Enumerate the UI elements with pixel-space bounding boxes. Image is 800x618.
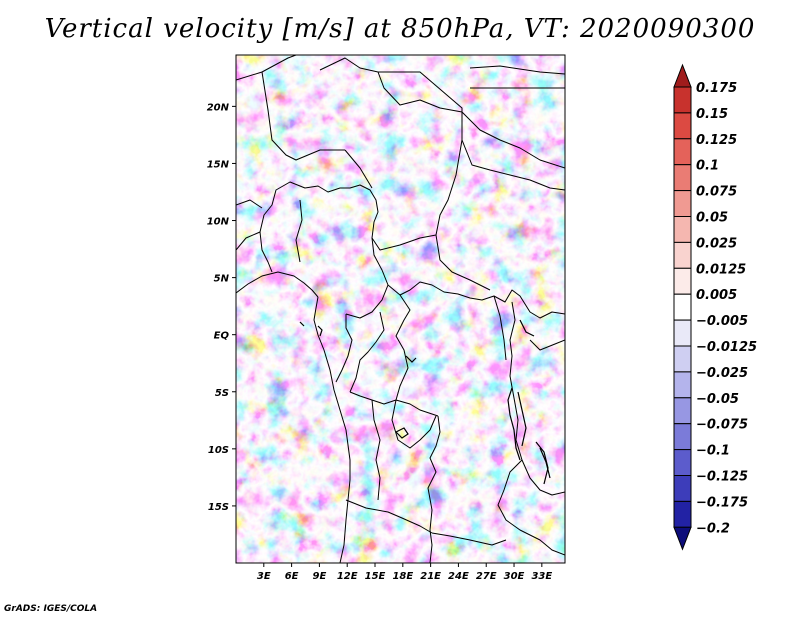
colorbar-label: 0.005 — [696, 288, 737, 303]
colorbar-cap-top — [673, 63, 692, 88]
colorbar-swatch — [673, 216, 692, 243]
chart-title: Vertical velocity [m/s] at 850hPa, VT: 2… — [44, 14, 756, 44]
lat-tick-label: 10S — [208, 445, 229, 456]
colorbar-swatch — [673, 423, 692, 451]
lon-tick-label: 3E — [257, 571, 271, 582]
colorbar-cap-bottom — [673, 526, 692, 551]
lat-tick-label: 15S — [208, 502, 229, 513]
lon-axis: 3E 6E 9E 12E 15E 18E 21E 24E 27E 30E 33E — [257, 563, 552, 582]
colorbar-swatch — [673, 112, 692, 140]
lon-tick-label: 30E — [504, 571, 525, 582]
colorbar-label: 0.175 — [696, 81, 737, 96]
colorbar-swatch — [673, 371, 692, 399]
colorbar-label: 0.075 — [696, 185, 737, 200]
colorbar-label: −0.0125 — [696, 340, 757, 355]
colorbar-swatch — [673, 138, 692, 166]
country-borders — [236, 55, 565, 563]
colorbar-swatch — [673, 164, 692, 192]
lat-tick-label: 5N — [214, 274, 230, 285]
colorbar-swatch — [673, 345, 692, 373]
lon-tick-label: 21E — [420, 571, 441, 582]
colorbar-label: 0.1 — [696, 159, 719, 174]
lat-tick-label: 15N — [207, 159, 230, 170]
colorbar-swatch — [673, 397, 692, 425]
colorbar-label: −0.05 — [696, 392, 739, 407]
colorbar-label: 0.0125 — [696, 262, 746, 277]
lon-tick-label: 12E — [337, 571, 358, 582]
lon-tick-label: 9E — [313, 571, 327, 582]
colorbar-label: 0.15 — [696, 107, 728, 122]
lakes-and-coast-detail — [299, 319, 551, 485]
lon-tick-label: 27E — [476, 571, 497, 582]
lon-tick-label: 24E — [448, 571, 469, 582]
lat-tick-label: 20N — [207, 102, 230, 113]
map-frame — [235, 54, 566, 564]
lon-tick-label: 6E — [285, 571, 299, 582]
colorbar-label: −0.125 — [696, 470, 748, 485]
colorbar-label: 0.125 — [696, 133, 737, 148]
colorbar-label: −0.2 — [696, 521, 730, 536]
velocity-field — [236, 55, 565, 563]
colorbar-swatch — [673, 190, 692, 218]
lat-tick-label: 5S — [215, 388, 229, 399]
lon-tick-label: 18E — [392, 571, 413, 582]
colorbar-label: 0.025 — [696, 236, 737, 251]
colorbar-swatch — [673, 500, 692, 528]
lat-tick-label: EQ — [214, 331, 230, 342]
colorbar: 0.175 0.15 0.125 0.1 0.075 0.05 0.025 0.0125 0.0… — [673, 63, 757, 551]
colorbar-swatch — [673, 267, 692, 295]
colorbar-label: −0.025 — [696, 366, 748, 381]
footer-credit: GrADS: IGES/COLA — [4, 604, 98, 614]
colorbar-swatch — [673, 319, 692, 347]
colorbar-label: −0.075 — [696, 418, 748, 433]
lon-tick-label: 15E — [365, 571, 386, 582]
lat-tick-label: 10N — [207, 217, 230, 228]
colorbar-swatch — [673, 293, 692, 321]
colorbar-label: 0.05 — [696, 211, 728, 226]
colorbar-swatch — [673, 475, 692, 502]
colorbar-swatch — [673, 449, 692, 477]
colorbar-label: −0.175 — [696, 495, 748, 510]
colorbar-swatch — [673, 86, 692, 114]
lon-tick-label: 33E — [531, 571, 552, 582]
lat-axis: 20N 15N 10N 5N EQ 5S 10S 15S — [207, 102, 236, 513]
colorbar-label: −0.1 — [696, 444, 730, 459]
colorbar-label: −0.005 — [696, 314, 748, 329]
colorbar-swatch — [673, 241, 692, 269]
